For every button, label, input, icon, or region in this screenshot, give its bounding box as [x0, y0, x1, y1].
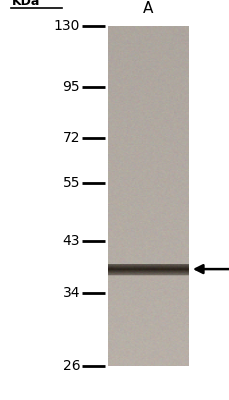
Text: 95: 95 [63, 80, 80, 94]
Text: A: A [142, 1, 153, 16]
Text: 55: 55 [63, 176, 80, 190]
Text: 43: 43 [63, 234, 80, 248]
Text: KDa: KDa [11, 0, 40, 8]
Text: 26: 26 [63, 359, 80, 373]
Text: 130: 130 [54, 19, 80, 33]
Text: 34: 34 [63, 286, 80, 300]
Text: 72: 72 [63, 130, 80, 144]
